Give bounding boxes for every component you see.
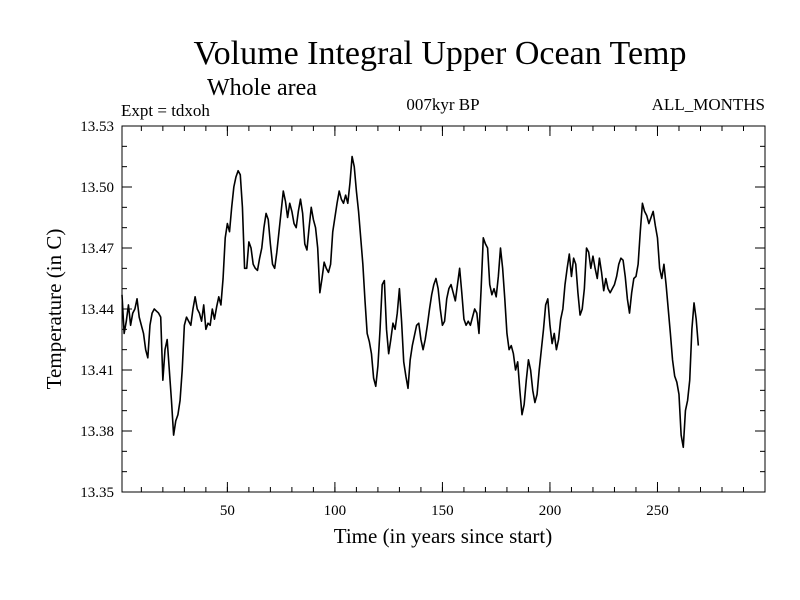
y-axis-label: Temperature (in C) (42, 229, 66, 390)
x-tick-label: 100 (324, 503, 347, 519)
x-tick-label: 250 (646, 503, 669, 519)
y-tick-label: 13.50 (80, 180, 114, 196)
y-tick-label: 13.38 (80, 424, 114, 440)
months-label: ALL_MONTHS (652, 95, 765, 114)
period-label: 007kyr BP (406, 95, 479, 114)
x-tick-label: 200 (539, 503, 562, 519)
experiment-label: Expt = tdxoh (121, 101, 210, 120)
y-tick-label: 13.35 (80, 485, 114, 501)
x-tick-label: 50 (220, 503, 235, 519)
y-tick-label: 13.41 (80, 363, 114, 379)
x-tick-label: 150 (431, 503, 454, 519)
x-axis-label: Time (in years since start) (334, 524, 553, 548)
y-tick-labels: 13.35 13.38 13.41 13.44 13.47 13.50 13.53 (80, 119, 114, 501)
y-tick-label: 13.53 (80, 119, 114, 135)
y-tick-label: 13.47 (80, 241, 114, 257)
axis-ticks (122, 125, 765, 493)
y-tick-label: 13.44 (80, 302, 114, 318)
chart-subtitle: Whole area (207, 75, 317, 101)
temperature-series-line (121, 155, 700, 449)
chart-title: Volume Integral Upper Ocean Temp (194, 35, 687, 72)
x-tick-labels: 50 100 150 200 250 (220, 503, 669, 519)
